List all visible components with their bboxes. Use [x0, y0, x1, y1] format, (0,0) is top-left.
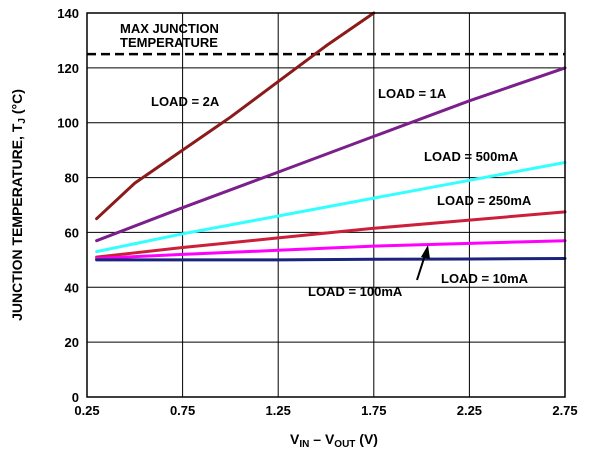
series-line-4 — [95, 239, 567, 260]
y-axis-label: JUNCTION TEMPERATURE, TJ (°C) — [9, 89, 28, 321]
series-label-1a: LOAD = 1A — [378, 86, 447, 101]
y-tick-labels: 0 20 40 60 80 100 120 140 — [57, 6, 79, 405]
x-tick-labels: 0.25 0.75 1.25 1.75 2.25 2.75 — [74, 403, 577, 418]
series-layer — [95, 11, 567, 262]
x-axis-label: VIN – VOUT (V) — [290, 431, 378, 450]
y-tick-label: 140 — [57, 6, 79, 21]
series-label-500ma: LOAD = 500mA — [424, 149, 519, 164]
series-label-250ma: LOAD = 250mA — [437, 193, 532, 208]
series-line-0 — [95, 11, 376, 221]
plot-frame — [86, 12, 566, 398]
y-tick-label: 60 — [65, 225, 79, 240]
x-tick-label: 0.25 — [74, 403, 99, 418]
series-label-100ma: LOAD = 100mA — [308, 284, 403, 299]
y-tick-label: 100 — [57, 116, 79, 131]
x-tick-label: 2.75 — [552, 403, 577, 418]
y-tick-label: 120 — [57, 61, 79, 76]
x-tick-label: 1.25 — [266, 403, 291, 418]
series-label-10ma: LOAD = 10mA — [441, 271, 529, 286]
series-label-2a: LOAD = 2A — [151, 94, 220, 109]
series-line-1 — [95, 66, 567, 243]
x-tick-label: 0.75 — [170, 403, 195, 418]
max-junction-label-line1: MAX JUNCTION — [120, 21, 219, 36]
y-tick-label: 0 — [72, 390, 79, 405]
x-tick-label: 1.75 — [361, 403, 386, 418]
series-line-3 — [95, 210, 567, 259]
y-tick-label: 20 — [65, 335, 79, 350]
series-line-2 — [95, 161, 567, 254]
max-junction-label-line2: TEMPERATURE — [120, 35, 218, 50]
y-tick-label: 40 — [65, 280, 79, 295]
callout-arrow-head — [421, 245, 430, 259]
x-tick-label: 2.25 — [457, 403, 482, 418]
grid — [87, 13, 565, 397]
series-line-5 — [95, 257, 567, 262]
y-tick-label: 80 — [65, 171, 79, 186]
